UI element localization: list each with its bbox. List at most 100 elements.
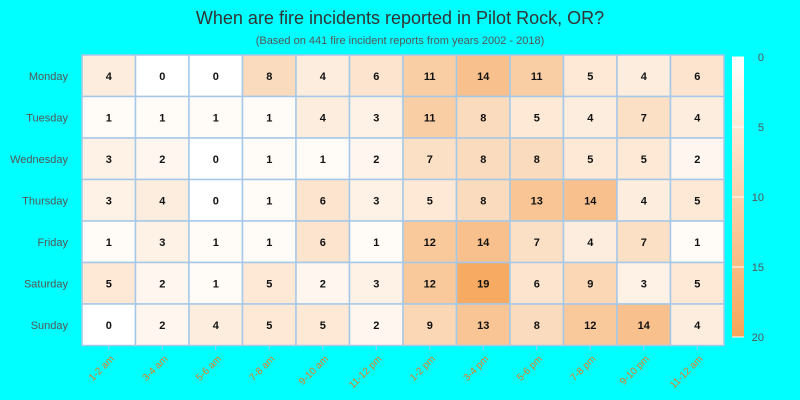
cell-value-label: 1 (373, 237, 379, 249)
cell-value-label: 1 (266, 154, 272, 166)
cell-value-label: 6 (320, 195, 326, 207)
heatmap-cell (562, 261, 618, 305)
cell-value-label: 14 (477, 71, 490, 83)
x-tick-label: 5-6 am (194, 354, 224, 384)
cell-value-label: 5 (266, 320, 272, 332)
heatmap-cell (616, 303, 672, 347)
cell-value-label: 6 (534, 278, 540, 290)
y-tick-label: Wednesday (10, 154, 68, 166)
cell-value-label: 5 (534, 112, 540, 124)
heatmap-cell (455, 261, 511, 305)
cell-value-label: 4 (213, 320, 220, 332)
cell-value-label: 5 (320, 320, 326, 332)
cell-value-label: 8 (534, 154, 540, 166)
cell-value-label: 2 (373, 154, 379, 166)
y-tick-label: Thursday (22, 195, 68, 207)
cell-value-label: 7 (641, 237, 647, 249)
cell-value-label: 5 (587, 71, 593, 83)
y-tick-label: Saturday (24, 278, 69, 290)
heatmap-cell (616, 54, 672, 98)
cell-value-label: 7 (427, 154, 433, 166)
cell-value-label: 9 (427, 320, 433, 332)
cell-value-label: 0 (213, 154, 219, 166)
heatmap-cell (188, 54, 244, 98)
heatmap-cell (81, 261, 137, 305)
cell-value-label: 6 (320, 237, 326, 249)
heatmap-cell (669, 303, 725, 347)
cell-value-label: 3 (106, 154, 112, 166)
cell-value-label: 4 (587, 237, 594, 249)
heatmap-cell (295, 303, 351, 347)
cell-value-label: 4 (641, 71, 648, 83)
heatmap-cell (134, 261, 190, 305)
cell-value-label: 3 (106, 195, 112, 207)
cell-value-label: 5 (694, 278, 700, 290)
cell-value-label: 4 (320, 112, 327, 124)
heatmap-cell (562, 137, 618, 181)
heatmap-cell (348, 95, 404, 139)
cell-value-label: 12 (584, 320, 596, 332)
cell-value-label: 1 (213, 237, 219, 249)
heatmap-cell (188, 303, 244, 347)
cell-value-label: 3 (373, 112, 379, 124)
heatmap-cell (509, 220, 565, 264)
heatmap-cell (669, 220, 725, 264)
x-tick-label: 11-12 pm (347, 354, 384, 391)
cell-value-label: 1 (266, 195, 272, 207)
x-tick-label: 3-4 pm (462, 354, 492, 384)
cell-value-label: 7 (534, 237, 540, 249)
cell-value-label: 14 (477, 237, 490, 249)
cell-value-label: 4 (694, 320, 701, 332)
x-tick-label: 7-8 pm (569, 354, 599, 384)
cell-value-label: 2 (320, 278, 326, 290)
heatmap-cell (562, 95, 618, 139)
y-tick-label: Tuesday (26, 112, 68, 124)
heatmap-cell (455, 178, 511, 222)
cell-value-label: 5 (694, 195, 700, 207)
heatmap-cell (348, 220, 404, 264)
cell-value-label: 5 (427, 195, 433, 207)
cell-value-label: 0 (213, 195, 219, 207)
cell-value-label: 8 (534, 320, 540, 332)
heatmap-cell (241, 137, 297, 181)
heatmap-cell (616, 261, 672, 305)
heatmap-cell (402, 261, 458, 305)
heatmap-cell (669, 95, 725, 139)
cell-value-label: 9 (587, 278, 593, 290)
cell-value-label: 2 (373, 320, 379, 332)
x-tick-label: 1-2 am (87, 354, 117, 384)
x-tick-label: 7-8 am (248, 354, 278, 384)
cell-value-label: 4 (587, 112, 594, 124)
heatmap-cell (616, 137, 672, 181)
cell-value-label: 11 (424, 112, 436, 124)
cell-value-label: 2 (159, 154, 165, 166)
heatmap-cell (188, 178, 244, 222)
cell-value-label: 1 (106, 112, 112, 124)
cell-value-label: 4 (159, 195, 166, 207)
heatmap-cell (348, 261, 404, 305)
cell-value-label: 0 (106, 320, 112, 332)
y-tick-label: Sunday (31, 320, 69, 332)
cell-value-label: 5 (587, 154, 593, 166)
cell-value-label: 4 (694, 112, 701, 124)
cell-value-label: 12 (424, 278, 436, 290)
x-tick-label: 1-2 pm (408, 354, 438, 384)
cell-value-label: 4 (106, 71, 113, 83)
cell-value-label: 12 (424, 237, 436, 249)
chart-title: When are fire incidents reported in Pilo… (195, 8, 605, 28)
cell-value-label: 1 (266, 112, 272, 124)
cell-value-label: 1 (320, 154, 326, 166)
cell-value-label: 14 (584, 195, 597, 207)
cell-value-label: 2 (159, 320, 165, 332)
cell-value-label: 14 (638, 320, 651, 332)
cell-value-label: 1 (159, 112, 165, 124)
cell-value-label: 3 (159, 237, 165, 249)
cell-value-label: 8 (480, 112, 486, 124)
chart-subtitle: (Based on 441 fire incident reports from… (255, 35, 545, 47)
cell-value-label: 1 (694, 237, 700, 249)
x-tick-label: 11-12 am (668, 354, 705, 391)
heatmap-cell (188, 261, 244, 305)
cell-value-label: 3 (373, 278, 379, 290)
cell-value-label: 1 (106, 237, 112, 249)
cell-value-label: 0 (213, 71, 219, 83)
